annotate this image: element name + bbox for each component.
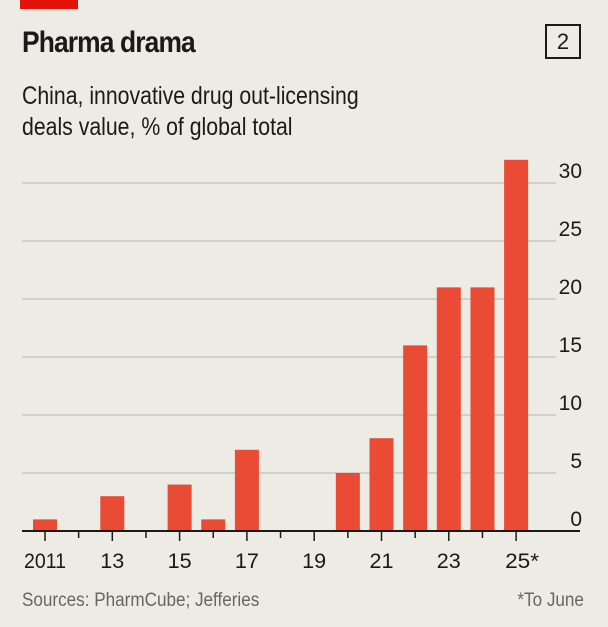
chart-subtitle-line-1: China, innovative drug out-licensing	[22, 82, 359, 110]
brand-tab	[20, 0, 78, 9]
x-tick-label: 17	[235, 550, 259, 573]
sources-note: Sources: PharmCube; Jefferies	[22, 590, 260, 611]
chart-number-badge: 2	[545, 24, 581, 59]
y-tick-label: 25	[559, 218, 582, 241]
bar-2017	[234, 449, 259, 531]
x-tick-label: 13	[100, 550, 124, 573]
bar-2013	[100, 496, 125, 531]
y-tick-label: 10	[559, 392, 582, 415]
bar-2022	[403, 345, 428, 531]
chart-subtitle-line-2: deals value, % of global total	[22, 113, 293, 141]
y-tick-label: 30	[559, 160, 582, 183]
x-tick-label: 21	[370, 550, 394, 573]
bar-2020	[335, 473, 360, 531]
x-tick-label: 25*	[505, 550, 539, 573]
bar-2011	[33, 519, 57, 531]
x-tick-label: 15	[168, 550, 192, 573]
bar-2021	[369, 438, 394, 531]
x-tick-label: 23	[437, 550, 461, 573]
bar-2025	[504, 159, 529, 532]
bar-2023	[436, 287, 461, 531]
y-tick-label: 5	[570, 450, 582, 473]
bar-2015	[167, 484, 192, 531]
y-tick-label: 15	[559, 334, 582, 357]
x-tick-label: 2011	[24, 550, 66, 573]
chart-title: Pharma drama	[22, 26, 196, 59]
y-tick-label: 20	[559, 276, 582, 299]
y-tick-label: 0	[570, 508, 582, 531]
footnote: *To June	[517, 590, 584, 611]
bar-2016	[201, 519, 226, 531]
x-tick-label: 19	[302, 550, 326, 573]
bar-2024	[470, 287, 495, 531]
